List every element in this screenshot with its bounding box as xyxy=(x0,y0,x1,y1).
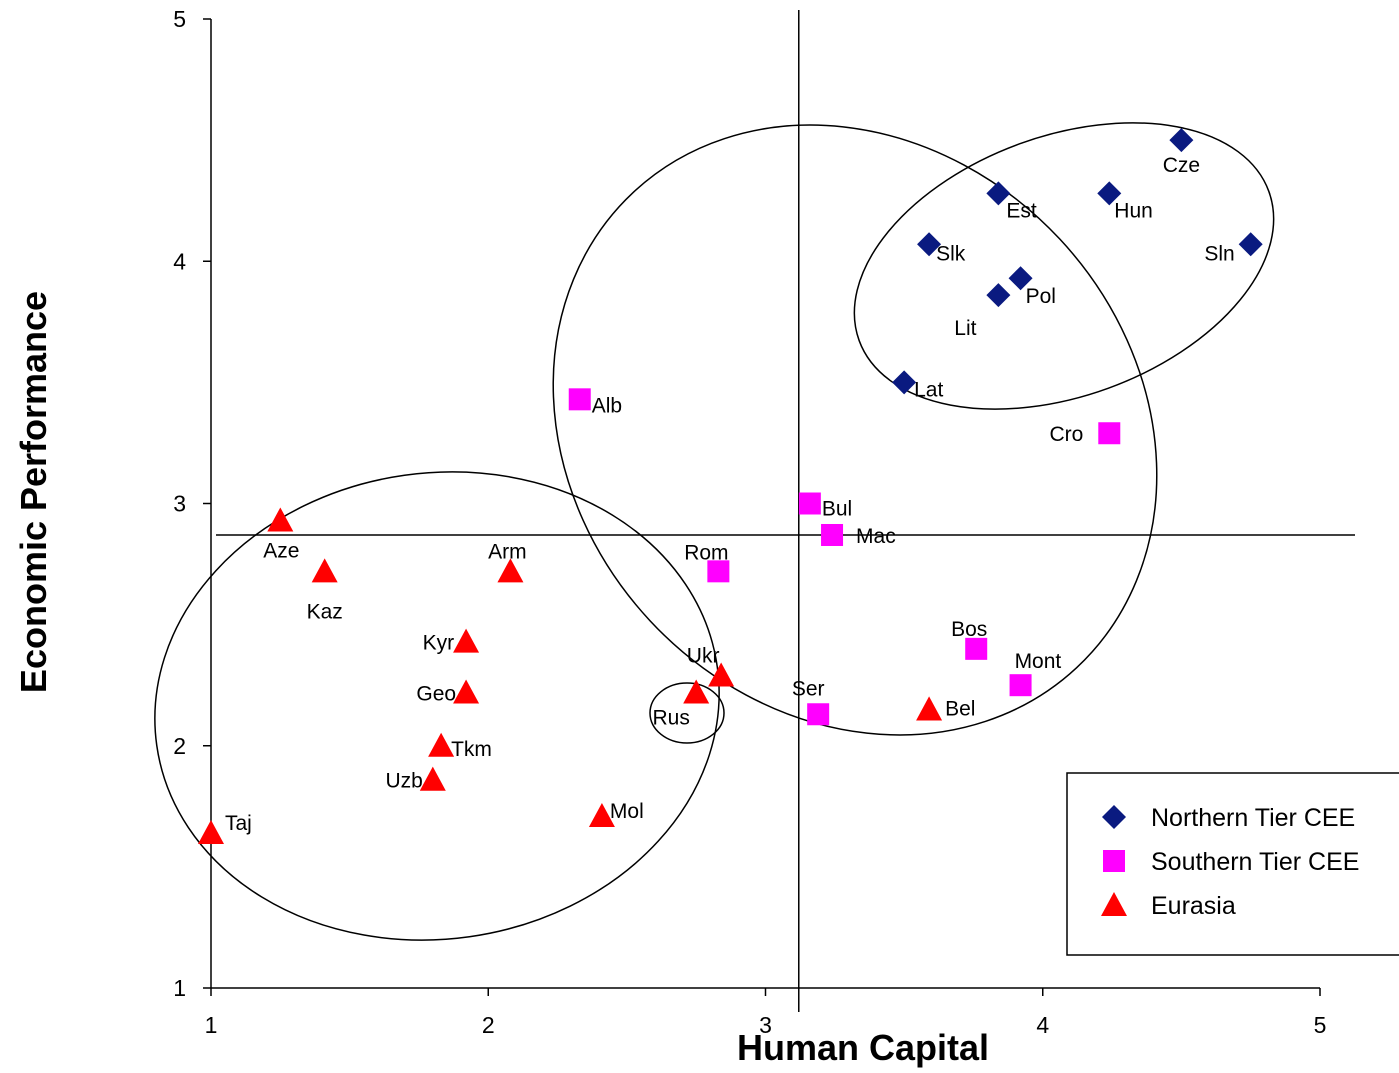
point-label-bos: Bos xyxy=(951,618,987,641)
ellipse-southern xyxy=(552,124,1158,736)
point-kyr xyxy=(453,628,480,653)
point-slk xyxy=(917,232,942,257)
point-lit xyxy=(986,283,1011,308)
point-rom xyxy=(707,560,730,583)
point-label-pol: Pol xyxy=(1026,285,1056,308)
x-tick-label: 4 xyxy=(1036,1012,1049,1038)
point-rus xyxy=(683,679,710,704)
point-cze xyxy=(1169,128,1194,153)
point-label-aze: Aze xyxy=(263,539,299,562)
y-tick-label: 3 xyxy=(173,491,186,517)
point-label-ser: Ser xyxy=(792,677,825,700)
axes: 1 2 3 4 5 1 2 3 4 5 xyxy=(173,6,1326,1038)
point-taj xyxy=(198,819,224,845)
point-label-geo: Geo xyxy=(416,682,456,705)
x-axis-title: Human Capital xyxy=(737,1027,989,1068)
legend: Northern Tier CEE Southern Tier CEE Eurasi… xyxy=(1066,772,1399,956)
point-bul xyxy=(798,492,821,515)
x-tick-label: 5 xyxy=(1314,1012,1327,1038)
point-label-bul: Bul xyxy=(822,498,852,521)
y-tick-label: 2 xyxy=(173,733,186,759)
x-tick-label: 2 xyxy=(482,1012,495,1038)
point-label-est: Est xyxy=(1006,199,1037,222)
point-mac xyxy=(821,523,844,546)
legend-label: Eurasia xyxy=(1151,892,1236,920)
point-tkm xyxy=(428,732,455,757)
point-label-ukr: Ukr xyxy=(687,644,720,667)
point-est xyxy=(986,181,1011,206)
point-kaz xyxy=(311,558,338,583)
x-tick-label: 3 xyxy=(759,1012,772,1038)
point-label-arm: Arm xyxy=(488,540,527,563)
y-tick-label: 4 xyxy=(173,248,186,274)
point-label-alb: Alb xyxy=(592,394,622,417)
y-tick-label: 1 xyxy=(173,975,186,1001)
legend-label: Northern Tier CEE xyxy=(1151,804,1355,832)
legend-label: Southern Tier CEE xyxy=(1151,848,1359,876)
point-label-bel: Bel xyxy=(945,697,975,720)
group-ellipses xyxy=(154,122,1275,941)
point-sln xyxy=(1238,232,1263,257)
point-label-kyr: Kyr xyxy=(423,632,455,655)
ellipse-northern xyxy=(853,122,1275,410)
point-label-hun: Hun xyxy=(1114,199,1153,222)
point-label-taj: Taj xyxy=(225,812,252,835)
point-label-rus: Rus xyxy=(653,706,690,729)
point-label-mol: Mol xyxy=(610,800,644,823)
point-label-slk: Slk xyxy=(936,242,966,265)
point-label-uzb: Uzb xyxy=(385,770,422,793)
point-ser xyxy=(807,703,830,726)
point-label-mac: Mac xyxy=(856,525,896,548)
point-hun xyxy=(1097,181,1122,206)
y-tick-label: 5 xyxy=(173,6,186,32)
point-arm xyxy=(497,558,524,583)
point-mont xyxy=(1009,674,1032,697)
point-label-tkm: Tkm xyxy=(451,738,492,761)
point-mol xyxy=(588,803,615,828)
point-label-mont: Mont xyxy=(1015,650,1062,673)
point-label-kaz: Kaz xyxy=(307,600,343,623)
data-points xyxy=(198,128,1263,845)
point-label-sln: Sln xyxy=(1204,242,1234,265)
point-label-cro: Cro xyxy=(1049,423,1083,446)
legend-marker-triangle xyxy=(1101,892,1127,917)
point-ukr xyxy=(708,662,735,687)
point-lat xyxy=(892,370,917,395)
point-uzb xyxy=(419,766,446,791)
reference-lines xyxy=(216,10,1355,1012)
point-label-lit: Lit xyxy=(954,317,976,340)
legend-marker-diamond xyxy=(1102,805,1126,829)
point-alb xyxy=(568,388,591,411)
point-bos xyxy=(965,637,988,660)
point-pol xyxy=(1008,266,1033,291)
point-cro xyxy=(1098,422,1121,445)
point-label-lat: Lat xyxy=(914,378,943,401)
ellipse-russia xyxy=(649,682,725,744)
point-label-cze: Cze xyxy=(1163,154,1200,177)
point-label-rom: Rom xyxy=(684,541,728,564)
y-axis-title: Economic Performance xyxy=(13,291,54,693)
point-aze xyxy=(267,507,294,532)
ellipse-eurasia xyxy=(154,471,720,941)
point-bel xyxy=(916,696,943,721)
x-tick-label: 1 xyxy=(205,1012,218,1038)
point-geo xyxy=(453,679,480,704)
legend-marker-square xyxy=(1103,850,1125,872)
